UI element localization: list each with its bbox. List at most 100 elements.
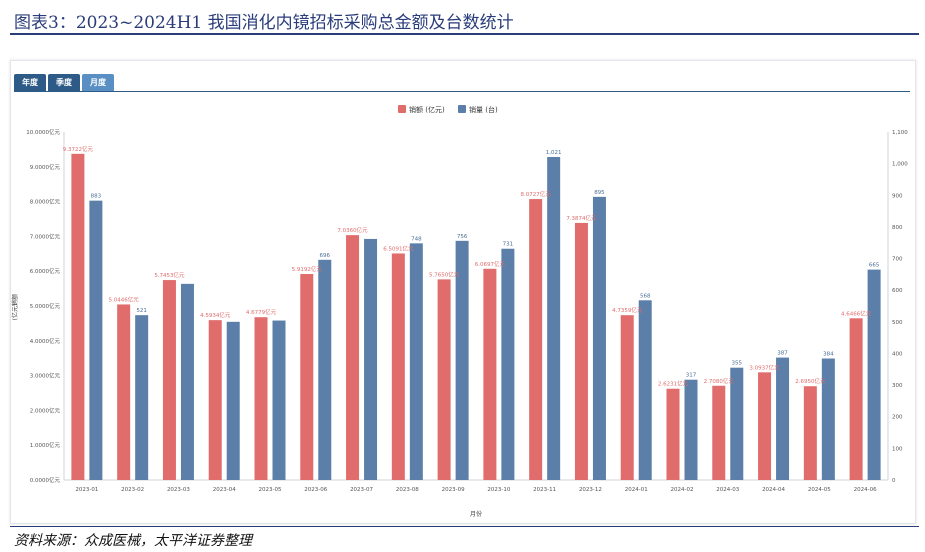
source-note: 资料来源：众成医械，太平洋证券整理 <box>14 533 252 549</box>
data-label-amount: 9.3722亿元 <box>63 145 94 153</box>
y-left-tick-label: 9.0000亿元 <box>30 163 61 171</box>
tab-quarterly[interactable]: 季度 <box>48 74 80 91</box>
period-tabs: 年度 季度 月度 <box>14 74 114 91</box>
bar-units <box>821 358 835 480</box>
data-label-amount: 2.7080亿元 <box>704 377 735 385</box>
x-tick-label: 2023-01 <box>75 487 98 493</box>
data-label-amount: 8.0727亿元 <box>521 190 552 198</box>
data-label-units: 748 <box>411 236 422 242</box>
bar-amount <box>666 388 680 480</box>
data-label-units: 568 <box>640 293 651 299</box>
y-left-tick-label: 8.0000亿元 <box>30 198 61 206</box>
bar-amount <box>620 315 634 480</box>
data-label-amount: 5.7453亿元 <box>154 271 185 279</box>
bar-units <box>867 269 881 480</box>
tab-monthly[interactable]: 月度 <box>82 74 114 91</box>
bar-units <box>409 243 423 480</box>
y-right-tick-label: 400 <box>892 351 903 357</box>
x-tick-label: 2024-01 <box>625 487 648 493</box>
bar-amount <box>254 317 268 480</box>
data-label-amount: 7.0360亿元 <box>337 226 368 234</box>
y-right-tick-label: 100 <box>892 446 903 452</box>
x-tick-label: 2024-02 <box>671 487 694 493</box>
data-label-units: 756 <box>457 234 468 240</box>
data-label-units: 895 <box>594 190 605 196</box>
data-label-amount: 4.7359亿元 <box>612 306 643 314</box>
data-label-units: 731 <box>503 242 514 248</box>
x-tick-label: 2024-04 <box>762 487 785 493</box>
x-tick-label: 2023-10 <box>487 487 510 493</box>
y-right-tick-label: 900 <box>892 193 903 199</box>
title-rule <box>10 33 919 35</box>
bar-amount <box>758 372 772 480</box>
bar-units <box>776 357 790 480</box>
bar-amount <box>391 253 405 480</box>
y-right-tick-label: 1,100 <box>892 130 908 136</box>
tab-rule <box>14 91 910 92</box>
bar-amount <box>574 222 588 480</box>
bar-units <box>135 315 149 480</box>
legend-label-amount: 销额 (亿元) <box>409 105 445 114</box>
data-label-amount: 4.6779亿元 <box>246 308 277 316</box>
data-label-amount: 6.5091亿元 <box>383 244 414 252</box>
y-right-tick-label: 0 <box>892 478 896 484</box>
x-tick-label: 2023-03 <box>167 487 190 493</box>
data-label-amount: 2.6950亿元 <box>795 377 826 385</box>
bar-units <box>180 283 194 480</box>
bar-amount <box>849 318 863 480</box>
tab-yearly[interactable]: 年度 <box>14 74 46 91</box>
bar-amount <box>437 279 451 480</box>
bar-units <box>547 156 561 480</box>
x-tick-label: 2023-07 <box>350 487 373 493</box>
data-label-units: 355 <box>732 361 743 367</box>
y-left-tick-label: 0.0000亿元 <box>30 476 61 484</box>
y-right-tick-label: 500 <box>892 320 903 326</box>
y-left-tick-label: 7.0000亿元 <box>30 232 61 240</box>
bar-units <box>272 320 286 480</box>
x-axis-title: 月份 <box>470 510 482 518</box>
legend-swatch-amount <box>398 105 406 113</box>
page-title: 图表3：2023~2024H1 我国消化内镜招标采购总金额及台数统计 <box>14 13 514 33</box>
y-left-tick-label: 3.0000亿元 <box>30 372 61 380</box>
bar-units <box>684 379 698 480</box>
data-label-units: 696 <box>320 253 331 259</box>
bar-units <box>455 240 469 480</box>
data-label-amount: 5.9192亿元 <box>292 265 323 273</box>
data-label-amount: 7.3874亿元 <box>566 214 597 222</box>
y-right-tick-label: 800 <box>892 225 903 231</box>
x-tick-label: 2023-11 <box>533 487 556 493</box>
x-tick-label: 2023-09 <box>442 487 465 493</box>
y-left-tick-label: 2.0000亿元 <box>30 406 61 414</box>
footer-rule <box>10 526 919 527</box>
x-tick-label: 2024-05 <box>808 487 831 493</box>
y-axis-title: 销额 <box>11 294 19 306</box>
bar-units <box>638 300 652 480</box>
bar-units <box>592 196 606 480</box>
data-label-units: 387 <box>777 351 788 357</box>
bar-amount <box>71 153 85 480</box>
x-tick-label: 2023-06 <box>304 487 327 493</box>
y-left-tick-label: 1.0000亿元 <box>30 441 61 449</box>
data-label-amount: 2.6231亿元 <box>658 380 689 388</box>
y-axis-title: (亿元) <box>11 304 19 321</box>
y-left-tick-label: 4.0000亿元 <box>30 337 61 345</box>
bar-amount <box>117 304 131 480</box>
x-tick-label: 2023-08 <box>396 487 419 493</box>
y-left-tick-label: 6.0000亿元 <box>30 267 61 275</box>
bar-units <box>730 367 744 480</box>
legend-label-units: 销量 (台) <box>469 105 498 114</box>
bar-amount <box>529 199 543 480</box>
data-label-amount: 4.6466亿元 <box>841 309 872 317</box>
data-label-amount: 6.0697亿元 <box>475 260 506 268</box>
bar-amount <box>208 320 222 480</box>
x-tick-label: 2023-05 <box>259 487 282 493</box>
y-right-tick-label: 300 <box>892 383 903 389</box>
x-tick-label: 2024-06 <box>854 487 877 493</box>
y-right-tick-label: 700 <box>892 257 903 263</box>
data-label-units: 317 <box>686 373 697 379</box>
bar-units <box>89 200 103 480</box>
bar-amount <box>803 386 817 480</box>
data-label-units: 384 <box>823 352 834 358</box>
data-label-amount: 5.7650亿元 <box>429 270 460 278</box>
